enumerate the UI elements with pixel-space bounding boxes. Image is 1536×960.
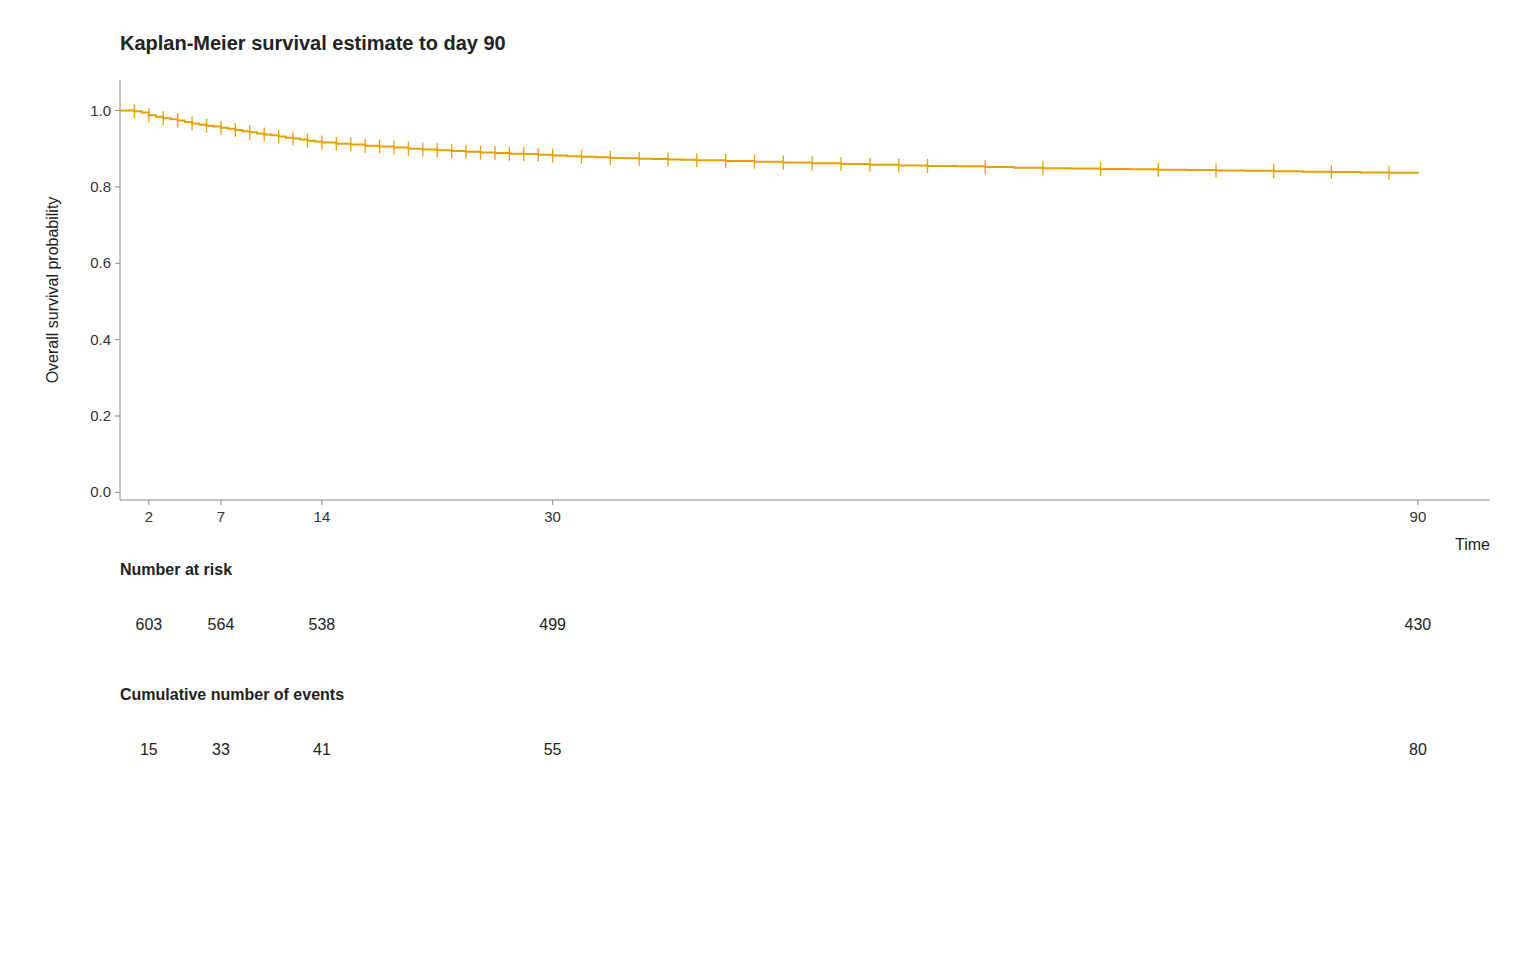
table-value: 499: [539, 616, 566, 633]
x-tick: [1417, 500, 1418, 505]
censor-mark: [148, 108, 149, 122]
plot-area: [120, 104, 1418, 179]
x-tick-label: 2: [145, 508, 153, 525]
censor-mark: [264, 128, 265, 142]
y-tick-label: 0.8: [90, 178, 111, 195]
y-tick: [115, 263, 120, 264]
y-tick: [115, 110, 120, 111]
y-tick-label: 0.0: [90, 483, 111, 500]
censor-mark: [465, 145, 466, 159]
censor-mark: [307, 134, 308, 148]
censor-mark: [177, 113, 178, 127]
censor-mark: [393, 141, 394, 155]
censor-marks: [134, 104, 1389, 179]
y-axis-line: [120, 80, 121, 500]
censor-mark: [581, 150, 582, 164]
censor-mark: [754, 155, 755, 169]
censor-mark: [494, 146, 495, 160]
censor-mark: [667, 152, 668, 166]
censor-mark: [1215, 163, 1216, 177]
censor-mark: [206, 119, 207, 133]
censor-mark: [220, 121, 221, 135]
censor-mark: [552, 149, 553, 163]
x-axis-label: Time: [1455, 536, 1490, 553]
censor-mark: [610, 151, 611, 165]
censor-mark: [985, 160, 986, 174]
table-value: 538: [309, 616, 336, 633]
censor-mark: [249, 125, 250, 139]
y-axis-label: Overall survival probability: [44, 197, 61, 384]
x-tick: [220, 500, 221, 505]
table-value: 603: [135, 616, 162, 633]
y-tick: [115, 186, 120, 187]
censor-mark: [350, 138, 351, 152]
censor-mark: [1042, 161, 1043, 175]
x-tick: [552, 500, 553, 505]
y-tick-label: 0.4: [90, 331, 111, 348]
table-value: 80: [1409, 741, 1427, 758]
table-value: 41: [313, 741, 331, 758]
title: Kaplan-Meier survival estimate to day 90: [120, 32, 506, 54]
censor-mark: [163, 111, 164, 125]
survival-curve: [120, 111, 1418, 174]
censor-mark: [408, 142, 409, 156]
y-tick: [115, 416, 120, 417]
x-tick-label: 7: [217, 508, 225, 525]
x-axis-line: [120, 500, 1490, 501]
censor-mark: [379, 139, 380, 153]
censor-mark: [783, 155, 784, 169]
censor-mark: [1273, 164, 1274, 178]
censor-mark: [451, 144, 452, 158]
axes: 0.0 0.2 0.4 0.6 0.8 1.0 2 7 14 30 90: [90, 80, 1490, 525]
censor-mark: [134, 104, 135, 118]
x-tick-label: 14: [314, 508, 331, 525]
censor-mark: [639, 152, 640, 166]
censor-mark: [1388, 166, 1389, 180]
censor-mark: [422, 142, 423, 156]
risk-table: Number at risk 603 564 538 499 430 Cumulative …: [120, 561, 1431, 758]
censor-mark: [696, 153, 697, 167]
censor-mark: [869, 158, 870, 172]
censor-mark: [480, 146, 481, 160]
y-tick-label: 1.0: [90, 102, 111, 119]
censor-mark: [336, 137, 337, 151]
censor-mark: [278, 130, 279, 144]
x-tick: [321, 500, 322, 505]
censor-mark: [292, 131, 293, 145]
censor-mark: [437, 143, 438, 157]
table-header: Number at risk: [120, 561, 232, 578]
table-value: 564: [208, 616, 235, 633]
x-tick: [148, 500, 149, 505]
page: {"chart_data": { "type": "line", "title"…: [0, 0, 1536, 960]
censor-mark: [523, 147, 524, 161]
x-tick-label: 30: [544, 508, 561, 525]
censor-mark: [898, 159, 899, 173]
censor-mark: [840, 157, 841, 171]
censor-mark: [1331, 165, 1332, 179]
censor-mark: [509, 147, 510, 161]
y-tick: [115, 492, 120, 493]
y-tick-label: 0.6: [90, 254, 111, 271]
table-value: 15: [140, 741, 158, 758]
chart: Kaplan-Meier survival estimate to day 90…: [0, 0, 1536, 960]
y-tick-label: 0.2: [90, 407, 111, 424]
censor-mark: [538, 148, 539, 162]
censor-mark: [1100, 162, 1101, 176]
table-value: 430: [1405, 616, 1432, 633]
y-tick: [115, 339, 120, 340]
censor-mark: [235, 123, 236, 137]
censor-mark: [1158, 163, 1159, 177]
censor-mark: [725, 154, 726, 168]
censor-mark: [365, 139, 366, 153]
table-header: Cumulative number of events: [120, 686, 344, 703]
table-value: 55: [544, 741, 562, 758]
censor-mark: [191, 117, 192, 131]
x-tick-label: 90: [1410, 508, 1427, 525]
censor-mark: [927, 159, 928, 173]
censor-mark: [812, 156, 813, 170]
table-value: 33: [212, 741, 230, 758]
censor-mark: [321, 136, 322, 150]
